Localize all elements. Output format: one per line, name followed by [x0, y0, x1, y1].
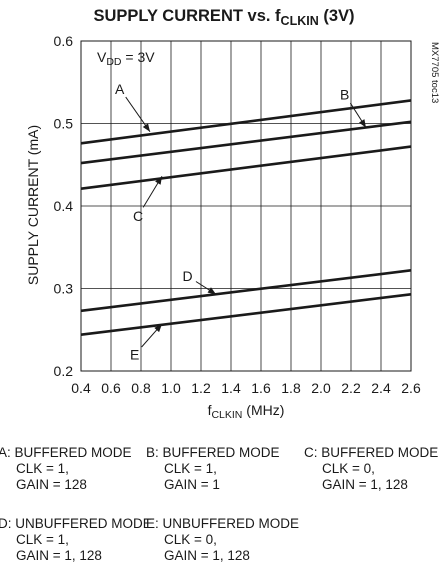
x-tick-label: 0.6: [101, 380, 121, 396]
series-line-e: [80, 292, 412, 336]
series-line-a: [80, 99, 412, 145]
x-tick-label: 1.2: [191, 380, 211, 396]
x-tick-label: 2.0: [311, 380, 331, 396]
legend-title: C: BUFFERED MODE: [304, 445, 439, 460]
series-line-b: [80, 120, 412, 165]
legend-title: D: UNBUFFERED MODE: [0, 516, 152, 531]
legend-line: CLK = 1,: [16, 532, 69, 547]
callout-arrow-head: [359, 119, 366, 128]
legend-title: E: UNBUFFERED MODE: [146, 516, 300, 531]
series-line-c: [80, 145, 412, 190]
legend-entry-d: D: UNBUFFERED MODE CLK = 1, GAIN = 1, 12…: [0, 516, 152, 564]
legend-entry-e: E: UNBUFFERED MODE CLK = 0, GAIN = 1, 12…: [146, 516, 299, 564]
y-tick-label: 0.5: [54, 116, 74, 132]
tick-layer: 0.4 0.6 0.8 1.0 1.2 1.4 1.6 1.8 2.0 2.2 2.4 2.60.20…: [54, 33, 421, 396]
x-tick-label: 2.4: [371, 380, 391, 396]
legend-title: A: BUFFERED MODE: [0, 445, 132, 460]
callout-label-c: C: [133, 208, 143, 224]
legend-line: CLK = 1,: [16, 461, 69, 476]
legend-line: GAIN = 128: [16, 477, 87, 492]
legend-line: GAIN = 1, 128: [16, 548, 102, 563]
x-axis-label: fCLKIN (MHz): [208, 402, 285, 421]
callout-arrow-head: [154, 323, 162, 333]
legend-entry-c: C: BUFFERED MODE CLK = 0, GAIN = 1, 128: [304, 445, 438, 493]
chart-title: SUPPLY CURRENT vs. fCLKIN (3V): [93, 7, 354, 28]
legend-entry-b: B: BUFFERED MODE CLK = 1, GAIN = 1: [146, 445, 280, 493]
legend-line: GAIN = 1, 128: [164, 548, 250, 563]
annotation-layer: A B C D E: [115, 81, 367, 363]
callout-arrow-head: [207, 287, 216, 295]
callout-arrow-head: [142, 123, 150, 132]
y-tick-label: 0.3: [54, 281, 74, 297]
x-tick-label: 1.6: [251, 380, 271, 396]
legend-entry-a: A: BUFFERED MODE CLK = 1, GAIN = 128: [0, 445, 132, 493]
y-axis-label: SUPPLY CURRENT (mA): [25, 125, 41, 285]
legend-title: B: BUFFERED MODE: [146, 445, 280, 460]
series-line-d: [80, 269, 412, 313]
x-tick-label: 2.2: [341, 380, 361, 396]
vdd-label: VDD = 3V: [97, 49, 155, 68]
watermark-label: MX7705 toc13: [429, 42, 440, 103]
x-tick-label: 1.0: [161, 380, 181, 396]
grid-layer: [80, 40, 412, 372]
series-layer: [80, 99, 412, 336]
callout-label-e: E: [130, 347, 139, 363]
legend-line: GAIN = 1, 128: [322, 477, 408, 492]
y-tick-label: 0.4: [54, 198, 74, 214]
x-tick-label: 0.8: [131, 380, 151, 396]
callout-label-d: D: [183, 268, 193, 284]
callout-label-b: B: [340, 87, 349, 103]
legend-line: CLK = 1,: [164, 461, 217, 476]
y-tick-label: 0.2: [54, 363, 74, 379]
y-tick-label: 0.6: [54, 33, 74, 49]
x-tick-label: 2.6: [401, 380, 421, 396]
callout-arrow-head: [155, 176, 162, 185]
x-tick-label: 1.4: [221, 380, 241, 396]
callout-label-a: A: [115, 81, 125, 97]
legend-line: CLK = 0,: [164, 532, 217, 547]
x-tick-label: 0.4: [71, 380, 91, 396]
x-tick-label: 1.8: [281, 380, 301, 396]
legend-line: CLK = 0,: [322, 461, 375, 476]
legend-line: GAIN = 1: [164, 477, 220, 492]
